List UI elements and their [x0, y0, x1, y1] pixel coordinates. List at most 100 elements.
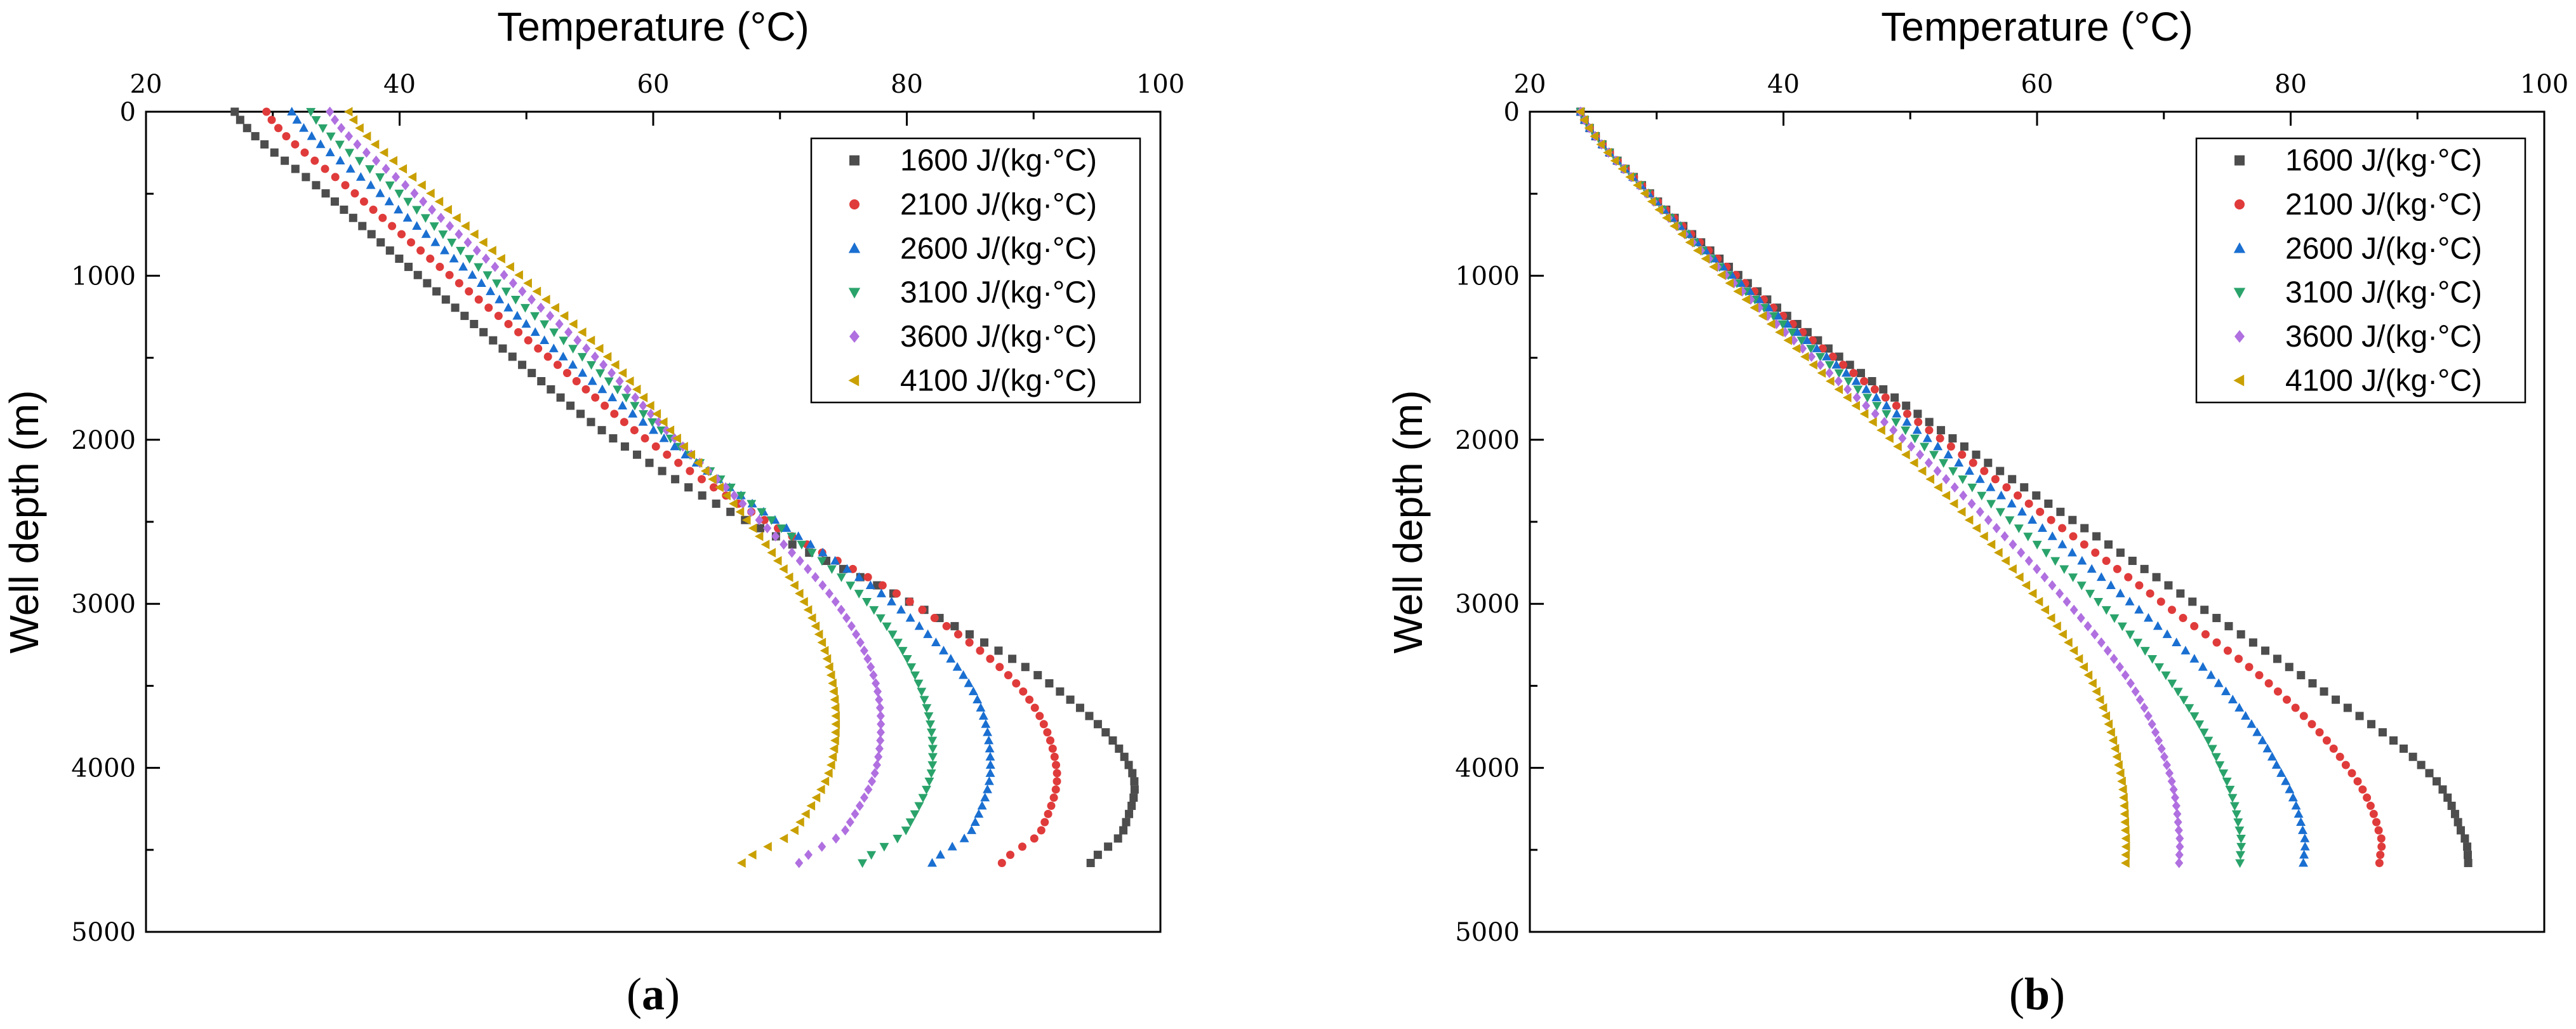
data-point: [2347, 769, 2356, 778]
data-point: [2109, 614, 2120, 623]
data-point: [2181, 646, 2191, 654]
data-point: [922, 785, 931, 795]
data-point: [726, 507, 735, 516]
data-point: [1834, 376, 1843, 387]
data-point: [2167, 679, 2177, 689]
data-point: [1876, 425, 1885, 435]
data-point: [2363, 793, 2372, 802]
y-tick-label: 4000: [71, 754, 136, 783]
data-point: [559, 311, 569, 321]
data-point: [1101, 728, 1110, 737]
legend-label: 2600 J/(kg·°C): [2285, 232, 2482, 265]
data-point: [452, 213, 461, 223]
data-point: [1754, 295, 1764, 303]
data-point: [2463, 851, 2472, 860]
data-point: [251, 132, 260, 141]
data-point: [2102, 557, 2111, 566]
data-point: [281, 156, 289, 165]
data-point: [997, 858, 1006, 867]
data-point: [236, 116, 244, 124]
data-point: [1861, 384, 1871, 394]
data-point: [2146, 589, 2154, 598]
data-point: [760, 515, 769, 524]
data-point: [2207, 745, 2217, 754]
data-point: [429, 222, 439, 231]
data-point: [1821, 352, 1831, 361]
data-point: [851, 809, 860, 820]
data-point: [489, 336, 498, 345]
data-point: [877, 719, 886, 729]
data-point: [841, 825, 850, 836]
data-point: [1037, 826, 1046, 835]
data-point: [2173, 687, 2183, 697]
data-point: [927, 858, 937, 867]
data-point: [2144, 710, 2153, 722]
data-point: [2172, 637, 2182, 646]
data-point: [898, 647, 908, 656]
data-point: [2074, 654, 2083, 664]
data-point: [2450, 809, 2459, 818]
data-point: [2273, 687, 2282, 696]
data-point: [2046, 613, 2055, 623]
data-point: [1033, 671, 1042, 680]
data-point: [781, 523, 792, 532]
y-tick-label: 1000: [71, 262, 136, 291]
data-point: [546, 310, 555, 321]
data-point: [2173, 809, 2182, 820]
data-point: [310, 156, 319, 165]
data-point: [2131, 686, 2140, 697]
data-point: [2037, 523, 2047, 532]
data-point: [2377, 842, 2386, 851]
data-point: [582, 343, 591, 354]
data-point: [292, 115, 302, 124]
data-point: [652, 409, 661, 419]
data-point: [2008, 475, 2017, 484]
data-point: [741, 515, 751, 525]
data-point: [602, 352, 612, 362]
data-point: [825, 588, 833, 599]
data-point: [2092, 686, 2101, 696]
data-point: [1662, 213, 1671, 223]
data-point: [2112, 752, 2121, 762]
data-point: [1709, 262, 1718, 272]
data-point: [2234, 827, 2245, 835]
data-point: [1910, 434, 1920, 444]
data-point: [2116, 548, 2125, 557]
data-point: [1030, 703, 1039, 712]
data-point: [1792, 327, 1802, 336]
data-point: [508, 278, 517, 289]
y-tick-label: 2000: [71, 426, 136, 455]
data-point: [1996, 467, 2005, 475]
data-point: [862, 597, 872, 607]
data-point: [1654, 204, 1663, 215]
data-point: [2153, 621, 2163, 630]
legend-marker: [849, 330, 860, 343]
series-1: [230, 107, 1139, 867]
data-point: [1834, 384, 1843, 394]
data-point: [1056, 687, 1065, 696]
data-point: [826, 670, 835, 680]
data-point: [365, 165, 375, 174]
data-point: [412, 206, 422, 215]
data-point: [2098, 703, 2108, 713]
data-point: [2126, 678, 2135, 689]
data-point: [392, 171, 401, 183]
data-point: [722, 491, 731, 501]
data-point: [1809, 360, 1817, 370]
legend-label: 4100 J/(kg·°C): [2285, 364, 2482, 397]
data-point: [818, 580, 827, 591]
y-tick-label: 5000: [71, 918, 136, 947]
data-point: [2262, 743, 2273, 753]
data-point: [2090, 629, 2099, 640]
legend: 1600 J/(kg·°C) 2100 J/(kg·°C) 2600 J/(kg·°…: [810, 137, 1141, 404]
data-point: [410, 188, 419, 199]
data-point: [2154, 663, 2164, 672]
data-point: [1851, 401, 1860, 411]
data-point: [2194, 720, 2205, 729]
data-point: [760, 540, 770, 550]
data-point: [905, 613, 915, 622]
data-point: [1892, 401, 1901, 410]
data-point: [953, 630, 962, 639]
data-point: [816, 785, 825, 795]
data-point: [787, 547, 796, 558]
